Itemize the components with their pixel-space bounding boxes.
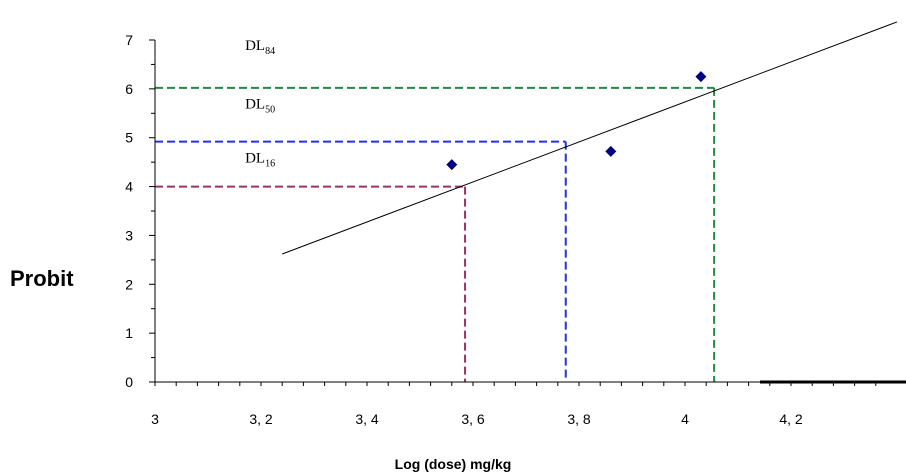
- y-axis-title: Probit: [10, 266, 74, 291]
- x-tick-label: 4: [681, 411, 689, 427]
- y-tick-label: 2: [125, 276, 133, 292]
- x-tick-label: 4, 2: [779, 411, 803, 427]
- x-tick-label: 3: [151, 411, 159, 427]
- axes: 0 1 2 3 4 5 6 7 3 3, 2 3, 4 3, 6 3, 8 4 4, 2: [125, 32, 906, 427]
- dl-label-84: DL84: [245, 38, 275, 57]
- x-tick-label: 3, 4: [355, 411, 379, 427]
- y-tick-label: 7: [125, 32, 133, 48]
- y-tick-label: 4: [125, 179, 133, 195]
- dl-subscript: 50: [265, 105, 275, 116]
- data-point: [446, 159, 458, 171]
- y-tick-label: 0: [125, 374, 133, 390]
- data-point: [695, 71, 707, 83]
- dl-subscript: 84: [265, 46, 275, 57]
- dl-labels: DL84 DL50 DL16: [245, 38, 275, 169]
- x-tick-label: 3, 2: [249, 411, 273, 427]
- y-tick-label: 6: [125, 81, 133, 97]
- data-point: [605, 145, 617, 157]
- x-tick-label: 3, 8: [567, 411, 591, 427]
- dl-label-50: DL50: [245, 97, 275, 116]
- data-points: [446, 71, 707, 171]
- x-tick-label: 3, 6: [461, 411, 485, 427]
- regression-line: [282, 21, 898, 255]
- reference-lines: [155, 86, 716, 382]
- dl-label-16: DL16: [245, 150, 275, 169]
- dl-subscript: 16: [265, 158, 275, 169]
- y-tick-label: 3: [125, 227, 133, 243]
- regression-line-group: [282, 21, 898, 255]
- x-axis-title: Log (dose) mg/kg: [395, 456, 512, 472]
- y-tick-label: 5: [125, 130, 133, 146]
- y-tick-label: 1: [125, 325, 133, 341]
